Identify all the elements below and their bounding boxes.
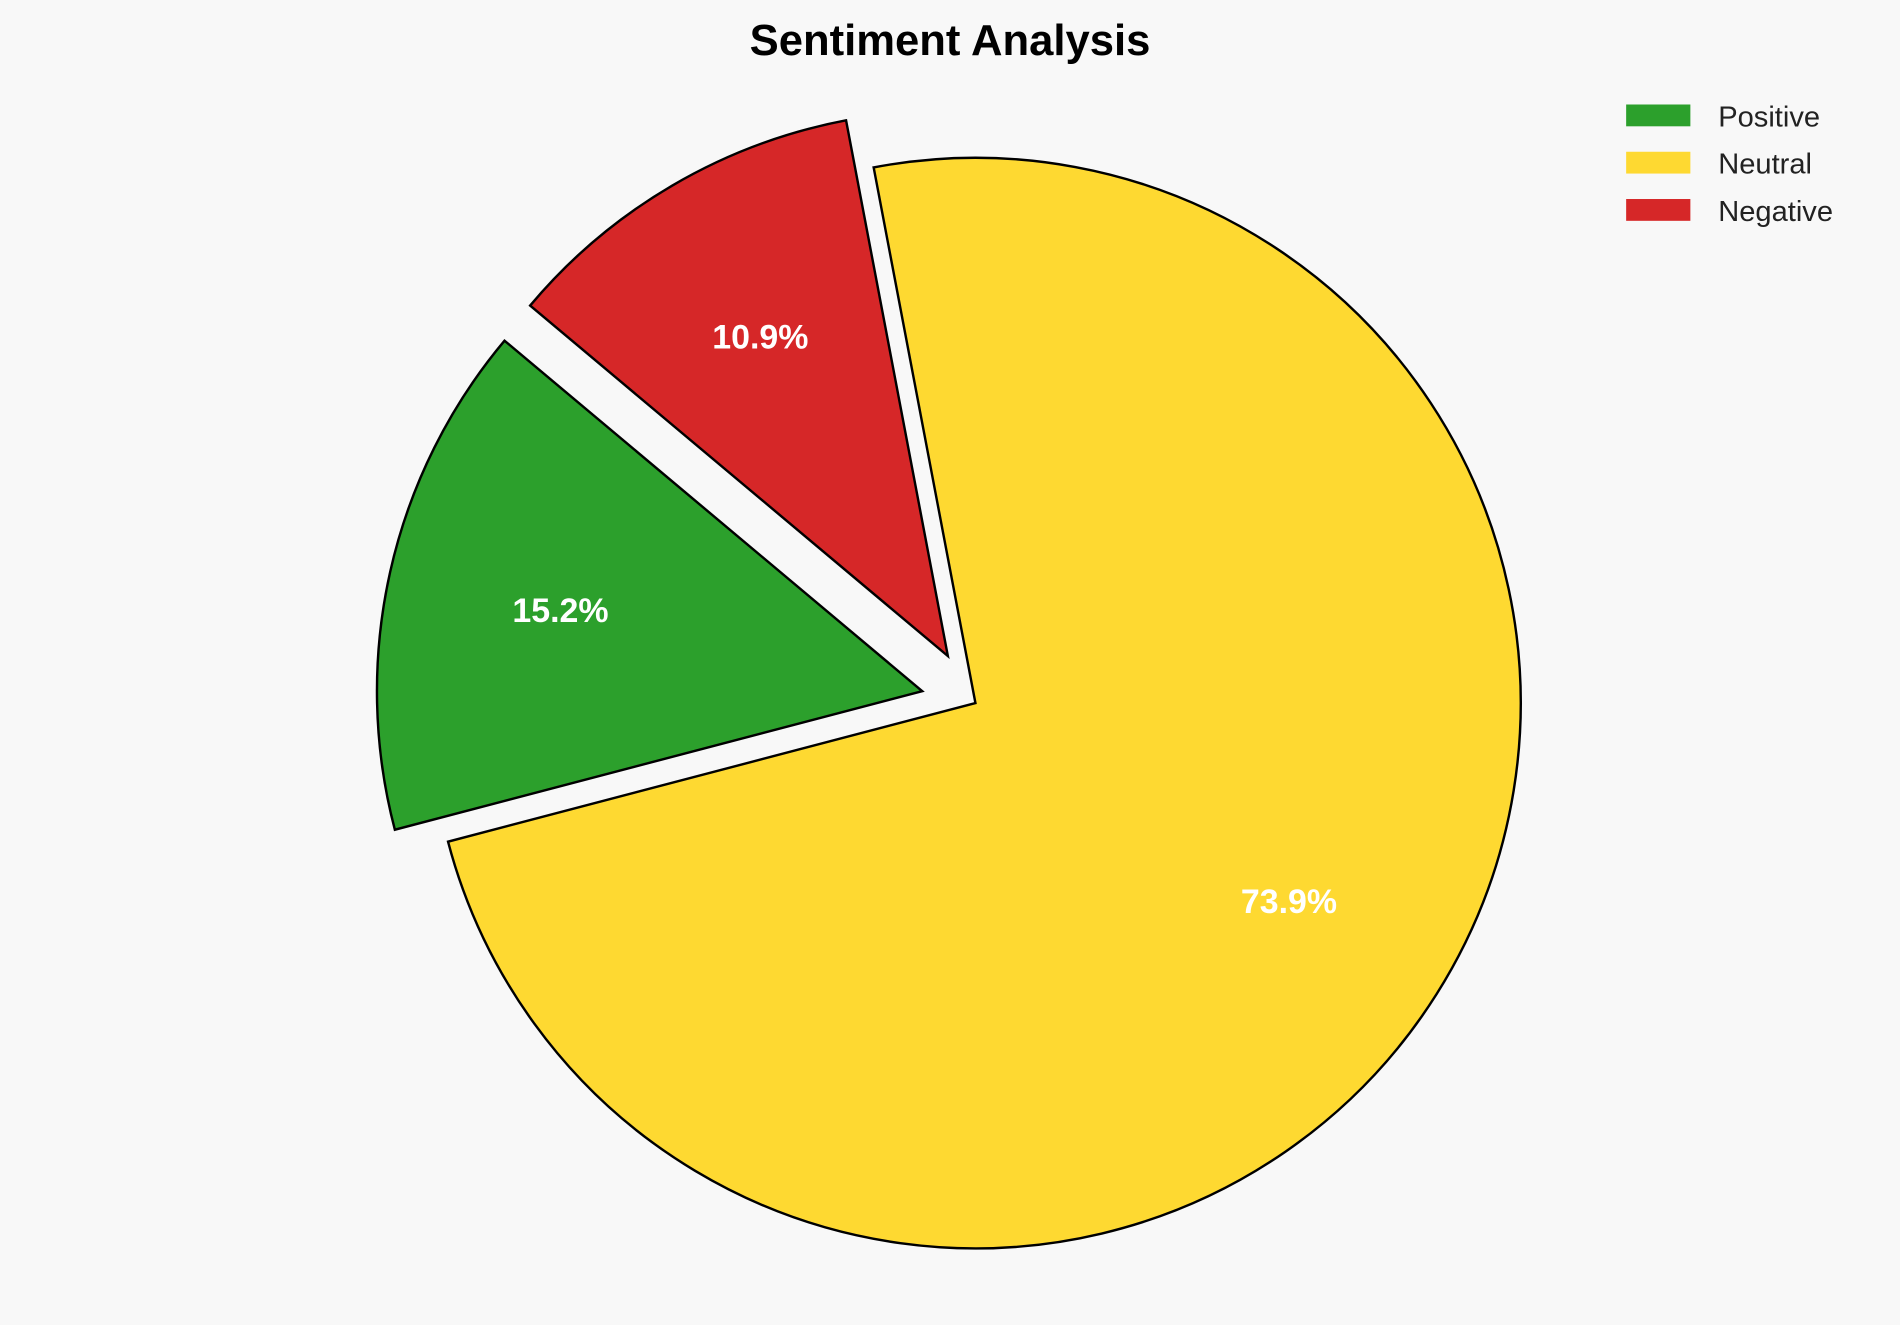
pct-label-negative: 10.9% xyxy=(712,318,808,356)
legend-swatch-positive xyxy=(1626,104,1691,127)
slice-negative xyxy=(528,118,950,660)
pct-label-positive: 15.2% xyxy=(512,592,608,630)
legend-swatch-negative xyxy=(1626,199,1691,221)
legend-swatch-neutral xyxy=(1626,151,1691,174)
slice-positive xyxy=(375,338,925,832)
pct-label-neutral: 73.9% xyxy=(1241,883,1337,921)
chart-title: Sentiment Analysis xyxy=(750,17,1151,65)
slice-neutral xyxy=(446,156,1522,1250)
legend: Positive Neutral Negative xyxy=(1626,101,1833,228)
legend-label-neutral: Neutral xyxy=(1718,149,1812,181)
legend-label-positive: Positive xyxy=(1718,101,1820,133)
legend-label-negative: Negative xyxy=(1718,196,1833,228)
